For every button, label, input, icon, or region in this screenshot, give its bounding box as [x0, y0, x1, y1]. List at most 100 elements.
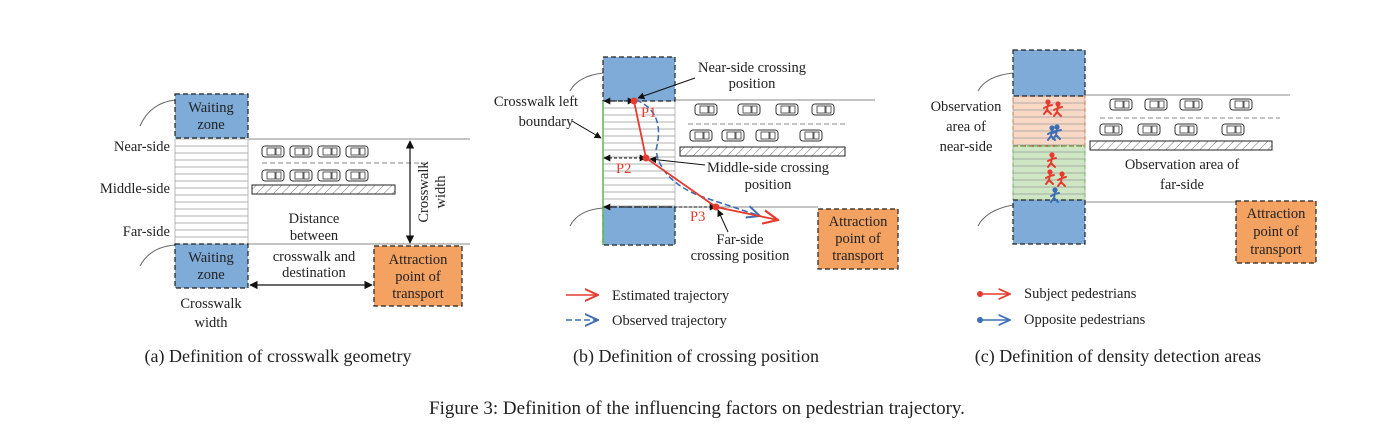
- car-icon: [721, 129, 745, 142]
- crosswalk-width-bottom-line2: width: [194, 315, 228, 331]
- attraction-point-b: [817, 208, 899, 270]
- attraction-point: [373, 245, 463, 307]
- near-side-position-line1: Near-side crossing: [698, 60, 806, 76]
- median: [251, 184, 396, 195]
- attraction-c-line3: transport: [1250, 242, 1302, 258]
- crosswalk-width-vertical-line2: width: [433, 175, 449, 209]
- car-icon: [345, 145, 369, 158]
- car-icon: [1137, 123, 1161, 136]
- waiting-zone-top-c: [1012, 49, 1086, 97]
- curb-top-left-b: [569, 72, 604, 92]
- car-icon: [811, 103, 835, 116]
- left-boundary-line1: Crosswalk left: [494, 94, 578, 110]
- attraction-b-line2: point of: [835, 231, 881, 247]
- car-icon: [261, 145, 285, 158]
- pedestrian-icon: [1047, 152, 1057, 168]
- car-icon: [799, 129, 823, 142]
- car-icon: [689, 129, 713, 142]
- median-b: [679, 146, 846, 157]
- estimated-trajectory: [633, 100, 778, 220]
- observation-far-line2: far-side: [1160, 177, 1204, 193]
- p3-point: [712, 203, 720, 211]
- observation-near-line2: area of: [946, 119, 986, 135]
- pedestrian-icon: [1052, 124, 1062, 140]
- attraction-line1: Attraction: [389, 252, 449, 268]
- waiting-zone-bottom: [174, 243, 249, 289]
- crosswalk-outline: [602, 100, 676, 208]
- near-side-position-line2: position: [729, 76, 776, 92]
- crosswalk-outline: [174, 138, 249, 245]
- distance-line1: Distance: [289, 211, 340, 227]
- distance-line3: crosswalk and: [273, 249, 356, 265]
- crosswalk: [174, 138, 249, 245]
- car-icon: [775, 103, 799, 116]
- car-icon: [694, 103, 718, 116]
- waiting-zone-bottom-line2: zone: [197, 267, 224, 283]
- car-icon: [737, 103, 761, 116]
- car-icon: [1109, 98, 1133, 111]
- car-icon: [1229, 98, 1253, 111]
- p2-point: [642, 154, 650, 162]
- observed-trajectory: [635, 99, 760, 216]
- caption-b: (b) Definition of crossing position: [573, 346, 819, 367]
- crosswalk-width-vertical-line1: Crosswalk: [416, 161, 432, 223]
- curb-top-left-c: [977, 72, 1014, 92]
- panel-b: P1 P2 P3 Near-side crossing position Cro…: [494, 56, 899, 367]
- legend-estimated: Estimated trajectory: [612, 288, 730, 304]
- cars-c: [1099, 98, 1253, 136]
- waiting-zone-top: [174, 93, 249, 139]
- cars-b: [689, 103, 835, 142]
- distance-line2: between: [290, 228, 339, 244]
- attraction-point-c: [1235, 200, 1317, 264]
- waiting-zone-bottom-c: [1012, 199, 1086, 245]
- curb-bottom-left-c: [977, 204, 1014, 227]
- pedestrian-icon: [1050, 187, 1060, 203]
- car-icon: [1174, 123, 1198, 136]
- car-icon: [1221, 123, 1245, 136]
- waiting-zone-bottom-line1: Waiting: [188, 250, 234, 266]
- attraction-line2: point of: [395, 269, 441, 285]
- crosswalk-b: [602, 100, 676, 208]
- attraction-b-line1: Attraction: [829, 214, 889, 230]
- middle-side-label: Middle-side: [100, 181, 170, 197]
- observation-near-line1: Observation: [931, 99, 1003, 115]
- legend-subject: Subject pedestrians: [1024, 286, 1137, 302]
- observation-near-line3: near-side: [940, 139, 993, 155]
- car-icon: [289, 145, 313, 158]
- pedestrian-icon: [1043, 99, 1053, 115]
- middle-side-position-line2: position: [745, 177, 792, 193]
- car-icon: [1099, 123, 1123, 136]
- car-icon: [261, 169, 285, 182]
- near-side-label: Near-side: [114, 139, 170, 155]
- car-icon: [755, 129, 779, 142]
- curb-bottom-left-b: [569, 207, 604, 227]
- pedestrian-icon: [1057, 171, 1067, 187]
- observation-far-line1: Observation area of: [1125, 157, 1240, 173]
- far-side-label: Far-side: [123, 224, 170, 240]
- middle-side-position-line1: Middle-side crossing: [707, 160, 829, 176]
- attraction-c-line1: Attraction: [1247, 206, 1307, 222]
- attraction-b-line3: transport: [832, 248, 884, 264]
- car-icon: [317, 145, 341, 158]
- p3-label: P3: [690, 209, 705, 225]
- waiting-zone-top-line1: Waiting: [188, 100, 234, 116]
- left-boundary-line2: boundary: [519, 114, 575, 130]
- crosswalk-width-bottom-line1: Crosswalk: [180, 296, 242, 312]
- far-side-position-line2: crossing position: [691, 248, 790, 264]
- waiting-zone-bottom-b: [602, 206, 676, 246]
- middle-leader: [649, 156, 706, 166]
- panel-c: Observation area of near-side Observatio…: [931, 49, 1317, 367]
- caption-c: (c) Definition of density detection area…: [975, 346, 1261, 367]
- car-icon: [317, 169, 341, 182]
- far-side-position-line1: Far-side: [716, 232, 763, 248]
- car-icon: [1179, 98, 1203, 111]
- car-icon: [345, 169, 369, 182]
- legend-opposite: Opposite pedestrians: [1024, 312, 1146, 328]
- legend-observed: Observed trajectory: [612, 313, 727, 329]
- waiting-zone-top-line2: zone: [197, 117, 224, 133]
- caption-a: (a) Definition of crosswalk geometry: [145, 346, 412, 367]
- curb-bottom-left: [139, 244, 176, 267]
- p2-label: P2: [616, 161, 631, 177]
- car-icon: [289, 169, 313, 182]
- boundary-leader: [571, 120, 602, 139]
